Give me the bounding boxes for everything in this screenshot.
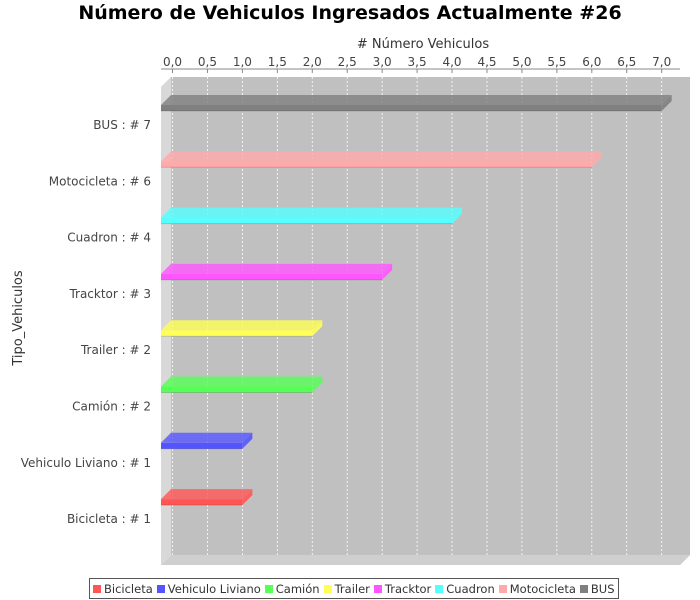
bar-motocicleta	[161, 151, 602, 168]
y-tick-label: Tracktor : # 3	[68, 287, 151, 301]
bar-end-face	[382, 263, 393, 280]
bar-end-face	[312, 320, 323, 337]
bar-front-face	[161, 105, 662, 111]
bar-vehiculo-liviano	[161, 432, 253, 450]
bar-cami-n	[161, 376, 323, 393]
y-tick-label: Camión : # 2	[72, 400, 151, 414]
y-tick-label: BUS : # 7	[93, 118, 151, 132]
legend-item: Vehiculo Liviano	[156, 581, 261, 596]
legend: Bicicleta Vehiculo Liviano Camión Trailer Tr…	[89, 578, 619, 599]
legend-item: Motocicleta	[498, 581, 576, 596]
x-tick-label: 1,0	[233, 55, 252, 69]
x-tick-label: 2,0	[303, 55, 322, 69]
bar-top-face	[161, 95, 672, 105]
bar-top-face	[161, 320, 323, 331]
legend-swatch	[579, 584, 588, 593]
bar-bus	[161, 95, 672, 112]
legend-item: BUS	[579, 581, 615, 596]
legend-swatch	[156, 584, 165, 593]
x-tick-label: 7,0	[652, 55, 671, 69]
legend-label: Cuadron	[446, 581, 495, 596]
bar-front-face	[161, 499, 243, 506]
bar-front-face	[161, 386, 313, 393]
bar-end-face	[242, 489, 253, 506]
legend-swatch	[435, 584, 444, 593]
y-axis-label: Tipo_Vehiculos	[11, 270, 26, 367]
x-tick-label: 1,5	[268, 55, 287, 69]
x-tick-label: 4,0	[442, 55, 461, 69]
bar-cuadron	[161, 207, 463, 225]
legend-label: BUS	[590, 581, 615, 596]
bar-top-face	[161, 376, 323, 387]
bar-front-face	[161, 217, 453, 224]
legend-swatch	[498, 584, 507, 593]
x-tick-label: 6,5	[617, 55, 636, 69]
bar-top-face	[161, 263, 393, 274]
bar-front-face	[161, 330, 313, 337]
legend-label: Bicicleta	[104, 581, 153, 596]
x-tick-label: 3,5	[408, 55, 427, 69]
y-tick-label: Trailer : # 2	[80, 343, 151, 357]
bar-top-face	[161, 207, 463, 218]
bar-trailer	[161, 320, 323, 337]
bar-end-face	[312, 376, 323, 393]
plot-floor-face	[161, 555, 690, 565]
y-axis-labels: BUS : # 7 Motocicleta : # 6 Cuadron : # 4 T…	[21, 118, 151, 526]
x-tick-label: 5,5	[547, 55, 566, 69]
bar-top-face	[161, 489, 253, 500]
legend-item: Trailer	[323, 581, 370, 596]
x-tick-label: 6,0	[582, 55, 601, 69]
bar-end-face	[661, 95, 672, 111]
legend-label: Motocicleta	[509, 581, 576, 596]
bar-top-face	[161, 151, 602, 162]
legend-item: Tracktor	[373, 581, 432, 596]
legend-swatch	[264, 584, 273, 593]
legend-item: Camión	[264, 581, 320, 596]
bar-tracktor	[161, 263, 393, 281]
x-tick-label: 0,0	[163, 55, 182, 69]
bar-end-face	[452, 207, 463, 224]
y-tick-label: Vehiculo Liviano : # 1	[21, 456, 151, 470]
legend-swatch	[323, 584, 332, 593]
bar-end-face	[242, 432, 253, 449]
x-tick-label: 0,5	[198, 55, 217, 69]
x-axis-label: # Número Vehiculos	[357, 37, 489, 52]
legend-swatch	[93, 584, 101, 593]
bar-top-face	[161, 432, 253, 443]
bar-front-face	[161, 161, 592, 168]
bar-bicicleta	[161, 489, 253, 506]
bar-front-face	[161, 442, 243, 449]
legend-label: Camión	[275, 581, 320, 596]
chart-title: Número de Vehiculos Ingresados Actualmen…	[78, 2, 622, 24]
legend-swatch	[373, 584, 382, 593]
plot-area	[171, 77, 690, 555]
legend-label: Tracktor	[384, 581, 432, 596]
legend-item: Bicicleta	[93, 582, 153, 596]
legend-label: Trailer	[334, 581, 370, 596]
x-tick-label: 3,0	[373, 55, 392, 69]
y-tick-label: Motocicleta : # 6	[49, 174, 151, 188]
x-axis-ticks: 0,0 0,5 1,0 1,5 2,0 2,5 3,0 3,5 4,0 4,5 5,0 5,5 6,0 6…	[161, 55, 680, 73]
y-tick-label: Bicicleta : # 1	[67, 512, 151, 526]
y-tick-label: Cuadron : # 4	[67, 231, 151, 245]
bar-end-face	[591, 151, 602, 168]
bar-front-face	[161, 273, 383, 280]
x-tick-label: 4,5	[477, 55, 496, 69]
legend-item: Cuadron	[435, 581, 495, 596]
bars	[161, 95, 672, 506]
x-tick-label: 5,0	[512, 55, 531, 69]
legend-label: Vehiculo Liviano	[167, 581, 261, 596]
x-tick-label: 2,5	[338, 55, 357, 69]
